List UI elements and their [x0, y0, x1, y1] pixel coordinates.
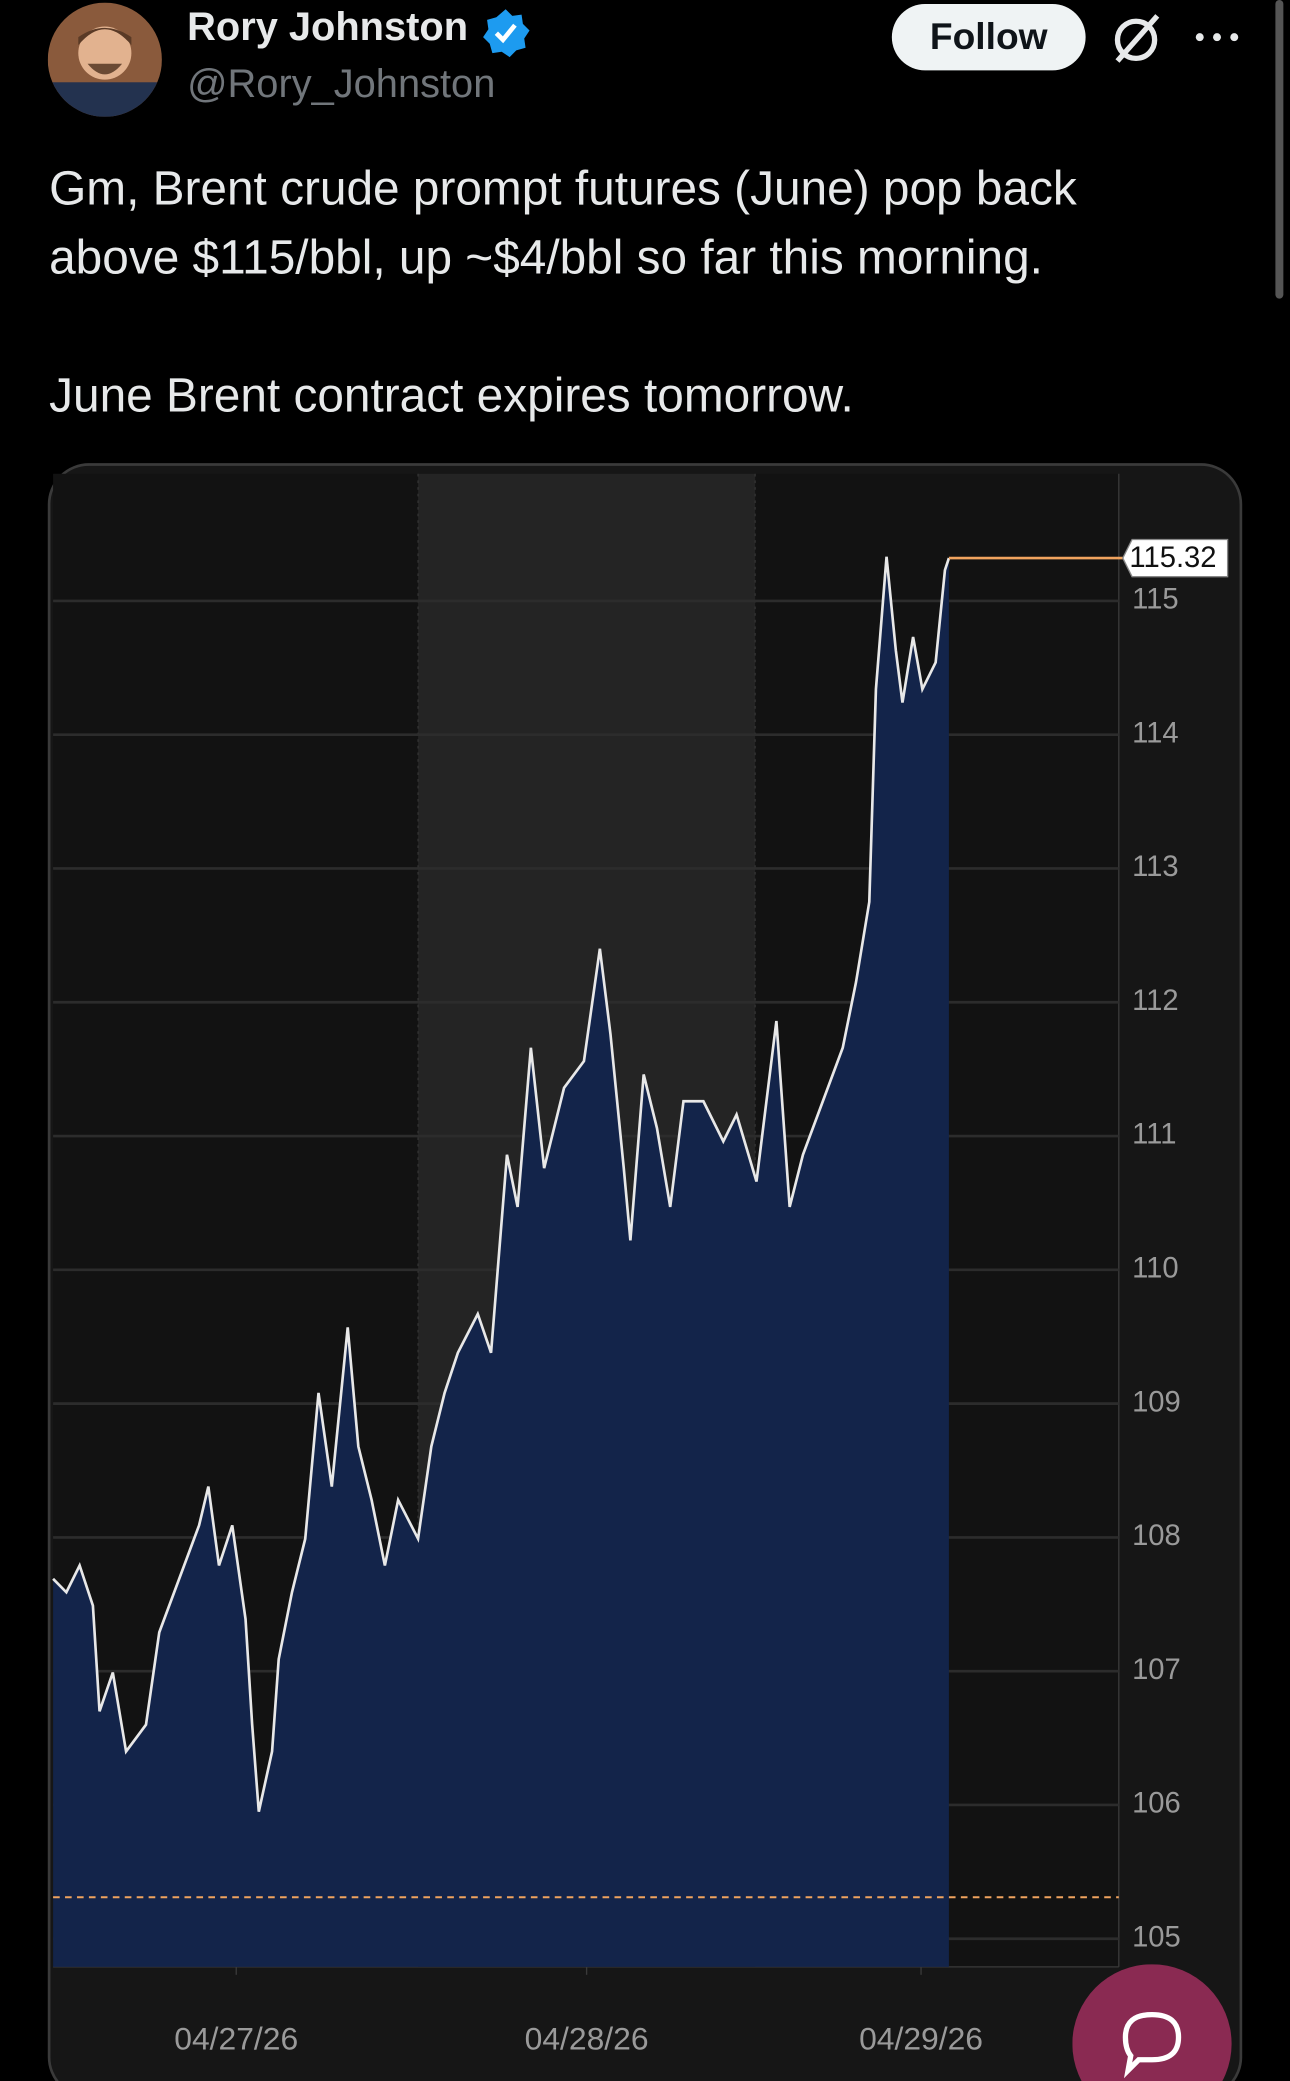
tweet-text: above $115/bbl, up ~$4/bbl so far this m… — [49, 229, 1043, 285]
x-tick-label: 04/28/26 — [525, 2021, 649, 2057]
tweet-text: Gm, Brent crude prompt futures (June) po… — [49, 160, 1077, 215]
last-value-label: 115.32 — [1129, 542, 1216, 574]
y-tick-label: 115 — [1132, 584, 1179, 616]
grok-icon[interactable] — [1107, 8, 1165, 66]
verified-badge — [483, 9, 530, 58]
y-tick-label: 106 — [1132, 1788, 1181, 1820]
follow-button[interactable]: Follow — [891, 3, 1086, 71]
scrollbar[interactable] — [1275, 0, 1284, 299]
more-menu[interactable] — [1192, 24, 1242, 51]
reply-button[interactable] — [1072, 1964, 1234, 2081]
y-tick-label: 110 — [1132, 1253, 1179, 1285]
y-tick-label: 108 — [1132, 1520, 1181, 1552]
avatar[interactable] — [47, 2, 162, 117]
y-tick-label: 113 — [1132, 851, 1179, 883]
x-tick-label: 04/27/26 — [174, 2021, 298, 2057]
y-tick-label: 111 — [1132, 1119, 1176, 1151]
y-tick-label: 114 — [1132, 717, 1179, 749]
y-tick-label: 109 — [1132, 1386, 1181, 1418]
tweet-text: June Brent contract expires tomorrow. — [49, 367, 854, 423]
x-tick-label: 04/29/26 — [859, 2021, 983, 2057]
price-line — [52, 556, 951, 1812]
y-tick-label: 112 — [1132, 985, 1179, 1017]
author-handle[interactable]: @Rory_Johnston — [187, 62, 496, 107]
area-fill — [53, 556, 949, 1967]
last-value-box — [1122, 538, 1229, 578]
author-name[interactable]: Rory Johnston — [187, 5, 469, 50]
y-tick-label: 107 — [1132, 1654, 1181, 1686]
y-tick-label: 105 — [1132, 1921, 1181, 1953]
